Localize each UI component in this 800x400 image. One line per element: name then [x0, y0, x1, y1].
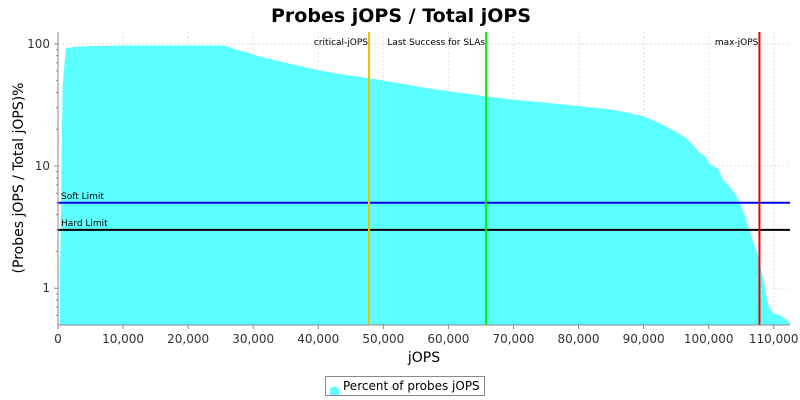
legend-label: Percent of probes jOPS: [343, 379, 480, 393]
series-area-percent-of-probes-jops: [60, 45, 790, 325]
y-axis-label: (Probes jOPS / Total jOPS)%: [11, 83, 27, 274]
vertical-marker-label: Last Success for SLAs: [387, 38, 485, 48]
x-tick-label: 100,000: [684, 332, 734, 346]
x-tick-label: 30,000: [232, 332, 274, 346]
x-tick-label: 0: [54, 332, 62, 346]
vertical-marker-label: max-jOPS: [715, 38, 759, 48]
horizontal-marker-label: Soft Limit: [61, 192, 104, 202]
y-axis-ticks: 1 10 100: [27, 37, 58, 316]
legend: Percent of probes jOPS: [325, 376, 485, 396]
x-tick-label: 10,000: [102, 332, 144, 346]
x-axis-label: jOPS: [407, 350, 440, 366]
x-tick-label: 50,000: [362, 332, 404, 346]
vertical-marker-label: critical-jOPS: [314, 38, 368, 48]
x-tick-label: 90,000: [623, 332, 665, 346]
vertical-marker-lines: critical-jOPS Last Success for SLAs max-jO…: [314, 32, 761, 325]
x-tick-label: 70,000: [492, 332, 534, 346]
y-tick-label: 100: [27, 37, 50, 51]
y-tick-label: 10: [35, 159, 50, 173]
legend-swatch-icon: [329, 381, 340, 395]
x-tick-label: 40,000: [297, 332, 339, 346]
x-tick-label: 80,000: [558, 332, 600, 346]
x-axis-ticks: 0 10,000 20,000 30,000 40,000 50,000 60,000 70,…: [54, 325, 799, 346]
chart-title: Probes jOPS / Total jOPS: [271, 5, 531, 27]
x-tick-label: 110,000: [749, 332, 799, 346]
y-tick-label: 1: [42, 281, 50, 295]
horizontal-limit-lines: Soft Limit Hard Limit: [58, 192, 790, 231]
x-tick-label: 60,000: [427, 332, 469, 346]
horizontal-marker-label: Hard Limit: [61, 219, 108, 229]
x-tick-label: 20,000: [167, 332, 209, 346]
